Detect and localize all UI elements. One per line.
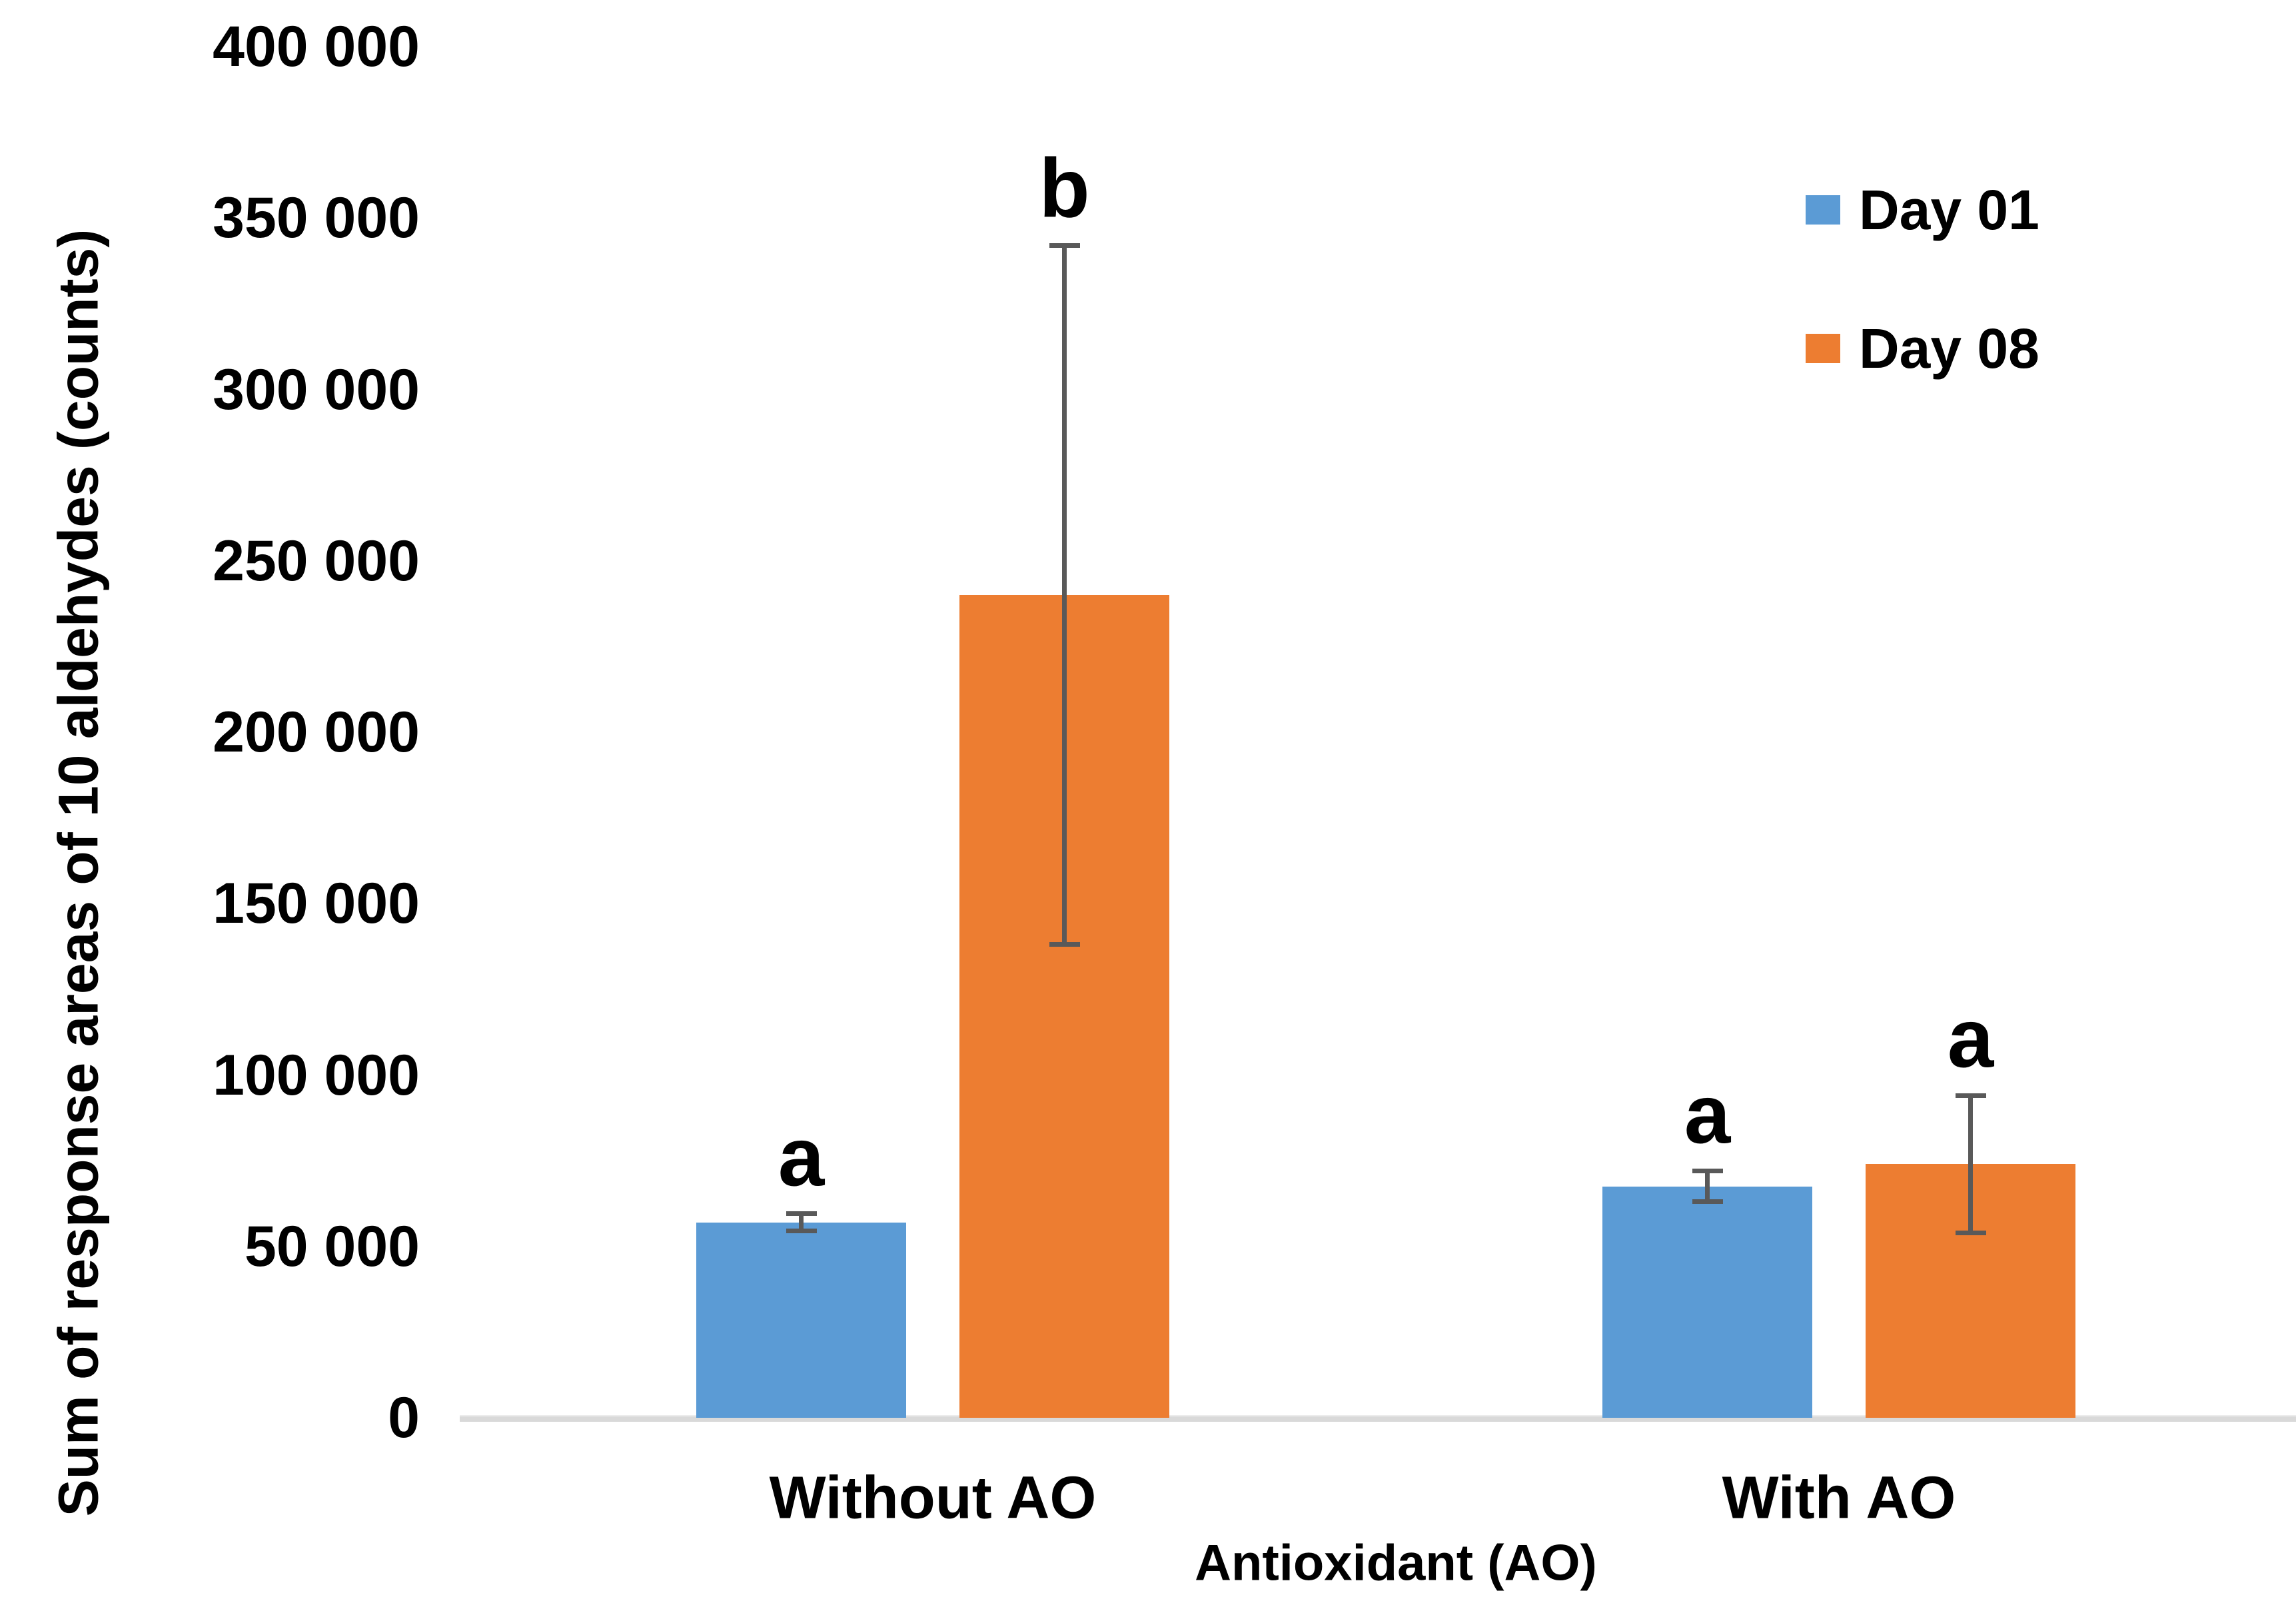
bar-day-01-without-ao <box>696 1222 906 1418</box>
y-tick-label-0: 0 <box>388 1386 420 1450</box>
significance-label-day-01-with-ao: a <box>1684 1068 1731 1161</box>
y-tick-label-350-000: 350 000 <box>213 186 420 251</box>
error-bar-cap-bottom-day-08-without-ao <box>1049 942 1080 947</box>
error-bar-cap-bottom-day-01-with-ao <box>1692 1199 1723 1205</box>
error-bar-cap-top-day-01-with-ao <box>1692 1169 1723 1174</box>
legend: Day 01 Day 08 <box>1806 180 2039 457</box>
significance-label-day-08-with-ao: a <box>1947 992 1994 1085</box>
error-bar-cap-bottom-day-08-with-ao <box>1955 1230 1986 1235</box>
y-tick-label-150-000: 150 000 <box>213 871 420 936</box>
bar-day-01-with-ao <box>1602 1186 1812 1418</box>
y-tick-label-300-000: 300 000 <box>213 357 420 422</box>
error-bar-cap-top-day-01-without-ao <box>786 1211 817 1217</box>
significance-label-day-08-without-ao: b <box>1039 142 1090 235</box>
y-axis-title: Sum of response areas of 10 aldehydes (c… <box>47 229 110 1517</box>
y-tick-label-200-000: 200 000 <box>213 700 420 764</box>
significance-label-day-01-without-ao: a <box>778 1111 825 1204</box>
error-bar-day-08-without-ao <box>1062 245 1067 945</box>
error-bar-day-01-with-ao <box>1705 1171 1710 1202</box>
category-label-without-ao: Without AO <box>769 1464 1097 1532</box>
legend-label-day-01: Day 01 <box>1859 179 2039 241</box>
legend-item-day-01: Day 01 <box>1806 180 2039 240</box>
x-axis-line <box>460 1415 2296 1422</box>
legend-label-day-08: Day 08 <box>1859 317 2039 380</box>
y-tick-label-250-000: 250 000 <box>213 528 420 593</box>
category-label-with-ao: With AO <box>1722 1464 1956 1532</box>
error-bar-cap-top-day-08-without-ao <box>1049 243 1080 248</box>
legend-swatch-day-01-icon <box>1806 195 1840 225</box>
y-tick-label-100-000: 100 000 <box>213 1043 420 1107</box>
error-bar-day-01-without-ao <box>799 1213 804 1231</box>
error-bar-cap-bottom-day-01-without-ao <box>786 1229 817 1234</box>
error-bar-day-08-with-ao <box>1968 1095 1973 1233</box>
legend-swatch-day-08-icon <box>1806 334 1840 363</box>
legend-item-day-08: Day 08 <box>1806 318 2039 378</box>
y-tick-label-50-000: 50 000 <box>244 1214 420 1279</box>
y-tick-label-400-000: 400 000 <box>213 15 420 79</box>
error-bar-cap-top-day-08-with-ao <box>1955 1093 1986 1098</box>
x-axis-title: Antioxidant (AO) <box>1195 1534 1597 1592</box>
